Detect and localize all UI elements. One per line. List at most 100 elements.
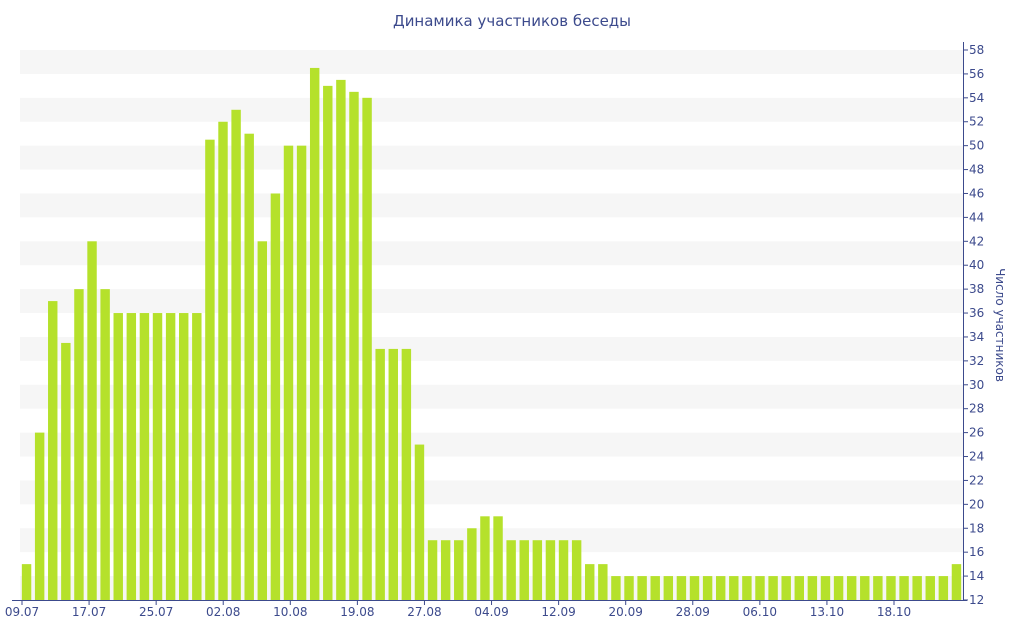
y-axis-label: Число участников [993, 268, 1007, 382]
bar [74, 289, 84, 600]
y-tick-label: 54 [969, 91, 984, 105]
grid-bands [20, 50, 963, 600]
y-tick-label: 16 [969, 545, 984, 559]
y-tick-label: 26 [969, 426, 984, 440]
bar [886, 576, 896, 600]
x-tick-label: 06.10 [743, 605, 777, 619]
bar [296, 145, 307, 601]
bar [794, 576, 804, 600]
y-axis-ticks: 12 14 16 18 20 22 24 26 28 30 32 34 36 38 40 42 44 46 48 50… [963, 43, 984, 607]
bar [925, 576, 935, 600]
bar [21, 564, 32, 600]
bar [873, 576, 883, 600]
bar [480, 516, 490, 600]
bar [309, 67, 320, 600]
bar [401, 348, 412, 600]
bar [493, 516, 503, 600]
bar [860, 576, 870, 600]
bar [689, 576, 700, 600]
y-tick-label: 46 [969, 186, 984, 200]
y-tick-label: 20 [969, 497, 984, 511]
y-tick-label: 22 [969, 473, 984, 487]
grid-band [20, 432, 963, 457]
y-tick-label: 14 [969, 569, 984, 583]
y-tick-label: 12 [969, 593, 984, 607]
bar [165, 313, 176, 600]
grid-band [20, 50, 963, 74]
bar [637, 576, 647, 600]
x-tick-label: 12.09 [541, 605, 575, 619]
y-tick-label: 28 [969, 402, 984, 416]
bar [519, 540, 529, 600]
y-tick-label: 58 [969, 43, 984, 57]
bar [454, 540, 464, 600]
x-axis-ticks: 09.07 17.07 25.07 02.08 10.08 19.08 27.08 04.09… [5, 600, 911, 619]
bar [113, 313, 123, 600]
y-tick-label: 40 [969, 258, 984, 272]
x-tick-label: 20.09 [609, 605, 643, 619]
grid-band [20, 384, 963, 409]
y-tick-label: 38 [969, 282, 984, 296]
bar [820, 576, 831, 600]
grid-band [20, 193, 963, 218]
y-tick-label: 32 [969, 354, 984, 368]
bars [21, 67, 962, 601]
grid-band [20, 528, 963, 553]
bar [833, 576, 844, 600]
bar [650, 576, 660, 600]
bar [388, 348, 398, 600]
bar [702, 576, 713, 600]
y-tick-label: 24 [969, 450, 984, 464]
bar [349, 91, 359, 600]
grid-band [20, 241, 963, 266]
grid-band [20, 289, 963, 314]
x-tick-label: 09.07 [5, 605, 39, 619]
bar [218, 121, 228, 600]
bar [938, 576, 949, 600]
x-tick-label: 25.07 [139, 605, 173, 619]
grid-band [20, 145, 963, 170]
x-tick-label: 18.10 [877, 605, 911, 619]
bar [61, 342, 71, 600]
bar [768, 576, 778, 600]
bar [663, 576, 674, 600]
bar [585, 564, 595, 600]
grid-band [20, 480, 963, 505]
bar [362, 97, 372, 601]
x-tick-label: 02.08 [206, 605, 240, 619]
bar [558, 540, 569, 600]
x-tick-label: 17.07 [72, 605, 106, 619]
bar [323, 85, 333, 600]
bar [506, 540, 516, 600]
bar [532, 540, 543, 600]
y-tick-label: 50 [969, 139, 984, 153]
x-tick-label: 28.09 [676, 605, 710, 619]
bar [283, 145, 294, 601]
bar [375, 348, 385, 600]
x-tick-label: 10.08 [273, 605, 307, 619]
bar [846, 576, 857, 600]
bar [440, 540, 451, 600]
bar [87, 241, 97, 600]
y-tick-label: 36 [969, 306, 984, 320]
bar [205, 139, 215, 600]
x-tick-label: 04.09 [474, 605, 508, 619]
bar [48, 301, 58, 600]
y-tick-label: 52 [969, 115, 984, 129]
y-tick-label: 48 [969, 163, 984, 177]
bar [624, 576, 634, 600]
bar [899, 576, 909, 600]
bar [467, 528, 477, 600]
grid-band [20, 97, 963, 122]
bar [257, 241, 268, 600]
y-tick-label: 44 [969, 210, 984, 224]
bar [729, 576, 739, 600]
bar [34, 432, 45, 600]
bar [715, 576, 726, 600]
y-tick-label: 18 [969, 521, 984, 535]
grid-band [20, 576, 963, 600]
bar [139, 313, 150, 600]
bar [231, 109, 241, 601]
bar [270, 193, 281, 600]
